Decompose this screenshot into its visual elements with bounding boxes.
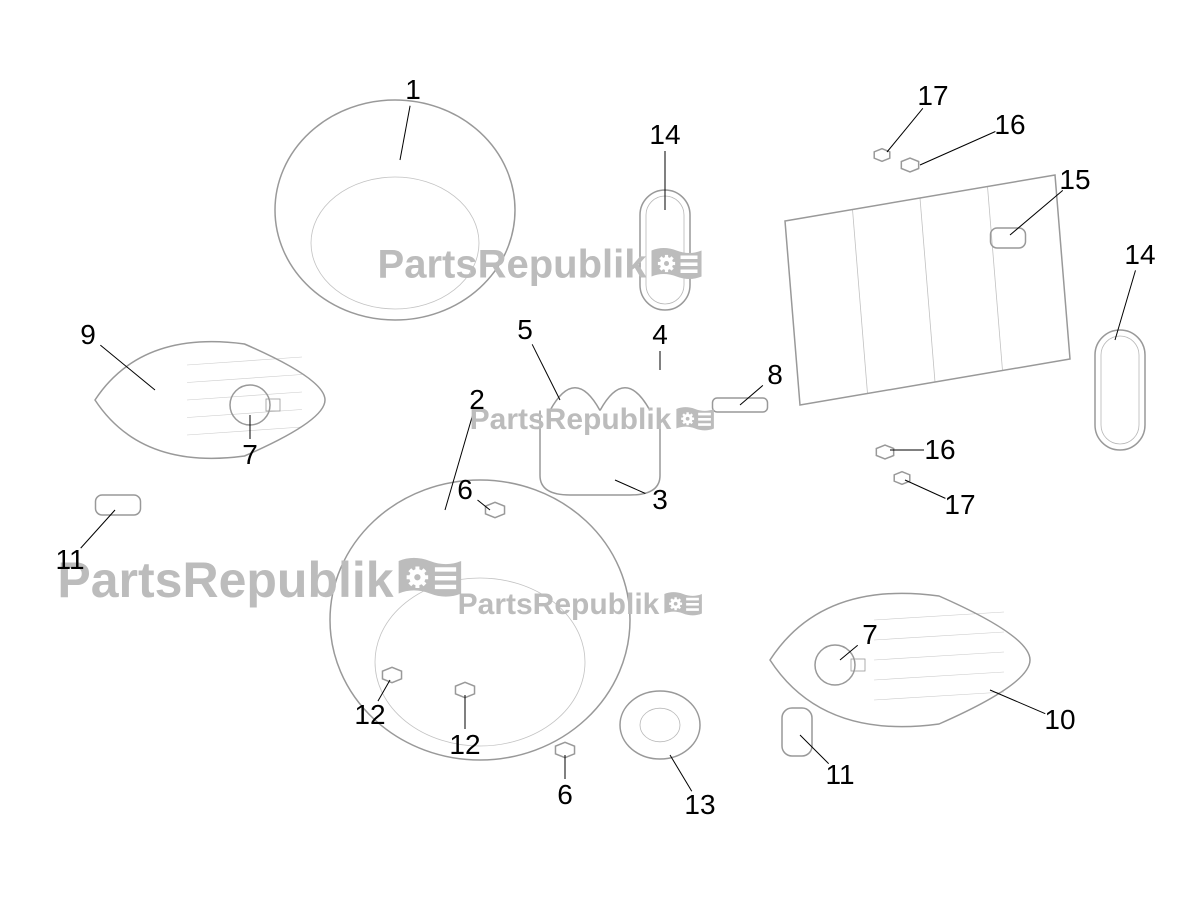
callout-label-6b: 6 — [557, 779, 573, 811]
callout-label-10: 10 — [1044, 704, 1075, 736]
gear-flag-icon — [398, 556, 463, 604]
watermark-1: PartsRepublik — [470, 403, 715, 437]
callout-label-11b: 11 — [825, 759, 854, 791]
callout-label-6a: 6 — [457, 474, 473, 506]
leader-line-8 — [740, 385, 763, 405]
callout-label-5: 5 — [517, 314, 533, 346]
part-screw-15 — [991, 228, 1026, 248]
callout-label-14b: 14 — [1124, 239, 1155, 271]
callout-label-16b: 16 — [924, 434, 955, 466]
callout-label-8: 8 — [767, 359, 783, 391]
callout-label-7b: 7 — [862, 619, 878, 651]
callout-label-17a: 17 — [917, 80, 948, 112]
callout-label-12a: 12 — [354, 699, 385, 731]
gear-flag-icon — [675, 406, 714, 435]
leader-line-11b — [800, 735, 829, 764]
part-fr-indicator-l — [95, 342, 325, 459]
part-washer-16b — [876, 445, 893, 459]
leader-line-15 — [1010, 190, 1063, 235]
leader-line-17a — [887, 108, 923, 152]
callout-label-4: 4 — [652, 319, 668, 351]
leader-line-3 — [615, 480, 645, 494]
leader-line-12a — [378, 680, 390, 701]
callout-label-11a: 11 — [55, 544, 84, 576]
callout-label-13: 13 — [684, 789, 715, 821]
leader-line-14b — [1115, 270, 1135, 340]
callout-label-2: 2 — [469, 384, 485, 416]
callout-label-12b: 12 — [449, 729, 480, 761]
part-screw-11a — [96, 495, 141, 515]
part-bulb-7a — [230, 385, 280, 425]
part-screw-11b — [782, 708, 812, 756]
callout-label-9: 9 — [80, 319, 96, 351]
leader-line-5 — [532, 344, 560, 400]
leader-lines-layer — [81, 106, 1136, 792]
leader-line-1 — [400, 106, 410, 160]
watermark-3: PartsRepublik — [458, 588, 703, 622]
watermark-text: PartsRepublik — [57, 551, 393, 609]
part-washer-16a — [901, 158, 918, 172]
leader-line-11a — [81, 510, 115, 548]
gear-flag-icon — [663, 591, 702, 620]
watermark-text: PartsRepublik — [378, 243, 647, 288]
callout-label-15: 15 — [1059, 164, 1090, 196]
part-washer-17b — [894, 472, 910, 485]
part-nut-6a — [485, 502, 504, 517]
leader-line-16a — [920, 131, 995, 165]
watermark-0: PartsRepublik — [378, 243, 703, 288]
callout-label-14a: 14 — [649, 119, 680, 151]
leader-line-7b — [840, 645, 858, 660]
part-rr-indicator-r — [770, 593, 1030, 726]
callout-label-3: 3 — [652, 484, 668, 516]
part-bulb-7b — [815, 645, 865, 685]
part-rear-reflector-13 — [620, 691, 700, 759]
gear-flag-icon — [650, 246, 702, 284]
watermark-2: PartsRepublik — [57, 551, 462, 609]
leader-line-10 — [990, 690, 1045, 714]
callout-label-1: 1 — [405, 74, 421, 106]
part-reflector-14b — [1095, 330, 1145, 450]
callout-label-17b: 17 — [944, 489, 975, 521]
callout-label-7a: 7 — [242, 439, 258, 471]
leader-line-17b — [905, 480, 945, 498]
callout-label-16a: 16 — [994, 109, 1025, 141]
watermark-text: PartsRepublik — [470, 403, 672, 437]
watermark-text: PartsRepublik — [458, 588, 660, 622]
part-plate-holder — [785, 175, 1070, 405]
part-washer-17a — [874, 149, 890, 162]
exploded-parts-diagram: PartsRepublik PartsRepublik PartsRepublik P… — [0, 0, 1204, 903]
leader-line-13 — [670, 755, 692, 791]
part-nut-12a — [382, 667, 401, 682]
